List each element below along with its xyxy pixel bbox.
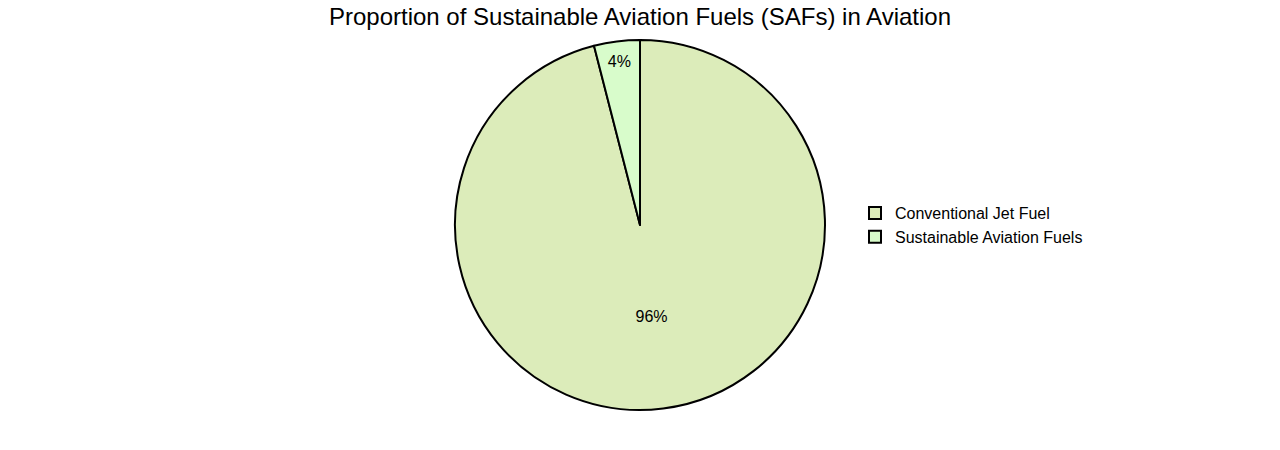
svg-text:96%: 96% [636, 308, 668, 325]
svg-text:Proportion of Sustainable Avia: Proportion of Sustainable Aviation Fuels… [329, 3, 951, 30]
svg-text:Sustainable Aviation Fuels: Sustainable Aviation Fuels [895, 229, 1082, 246]
svg-text:Conventional Jet Fuel: Conventional Jet Fuel [895, 205, 1050, 222]
svg-text:4%: 4% [608, 53, 631, 70]
